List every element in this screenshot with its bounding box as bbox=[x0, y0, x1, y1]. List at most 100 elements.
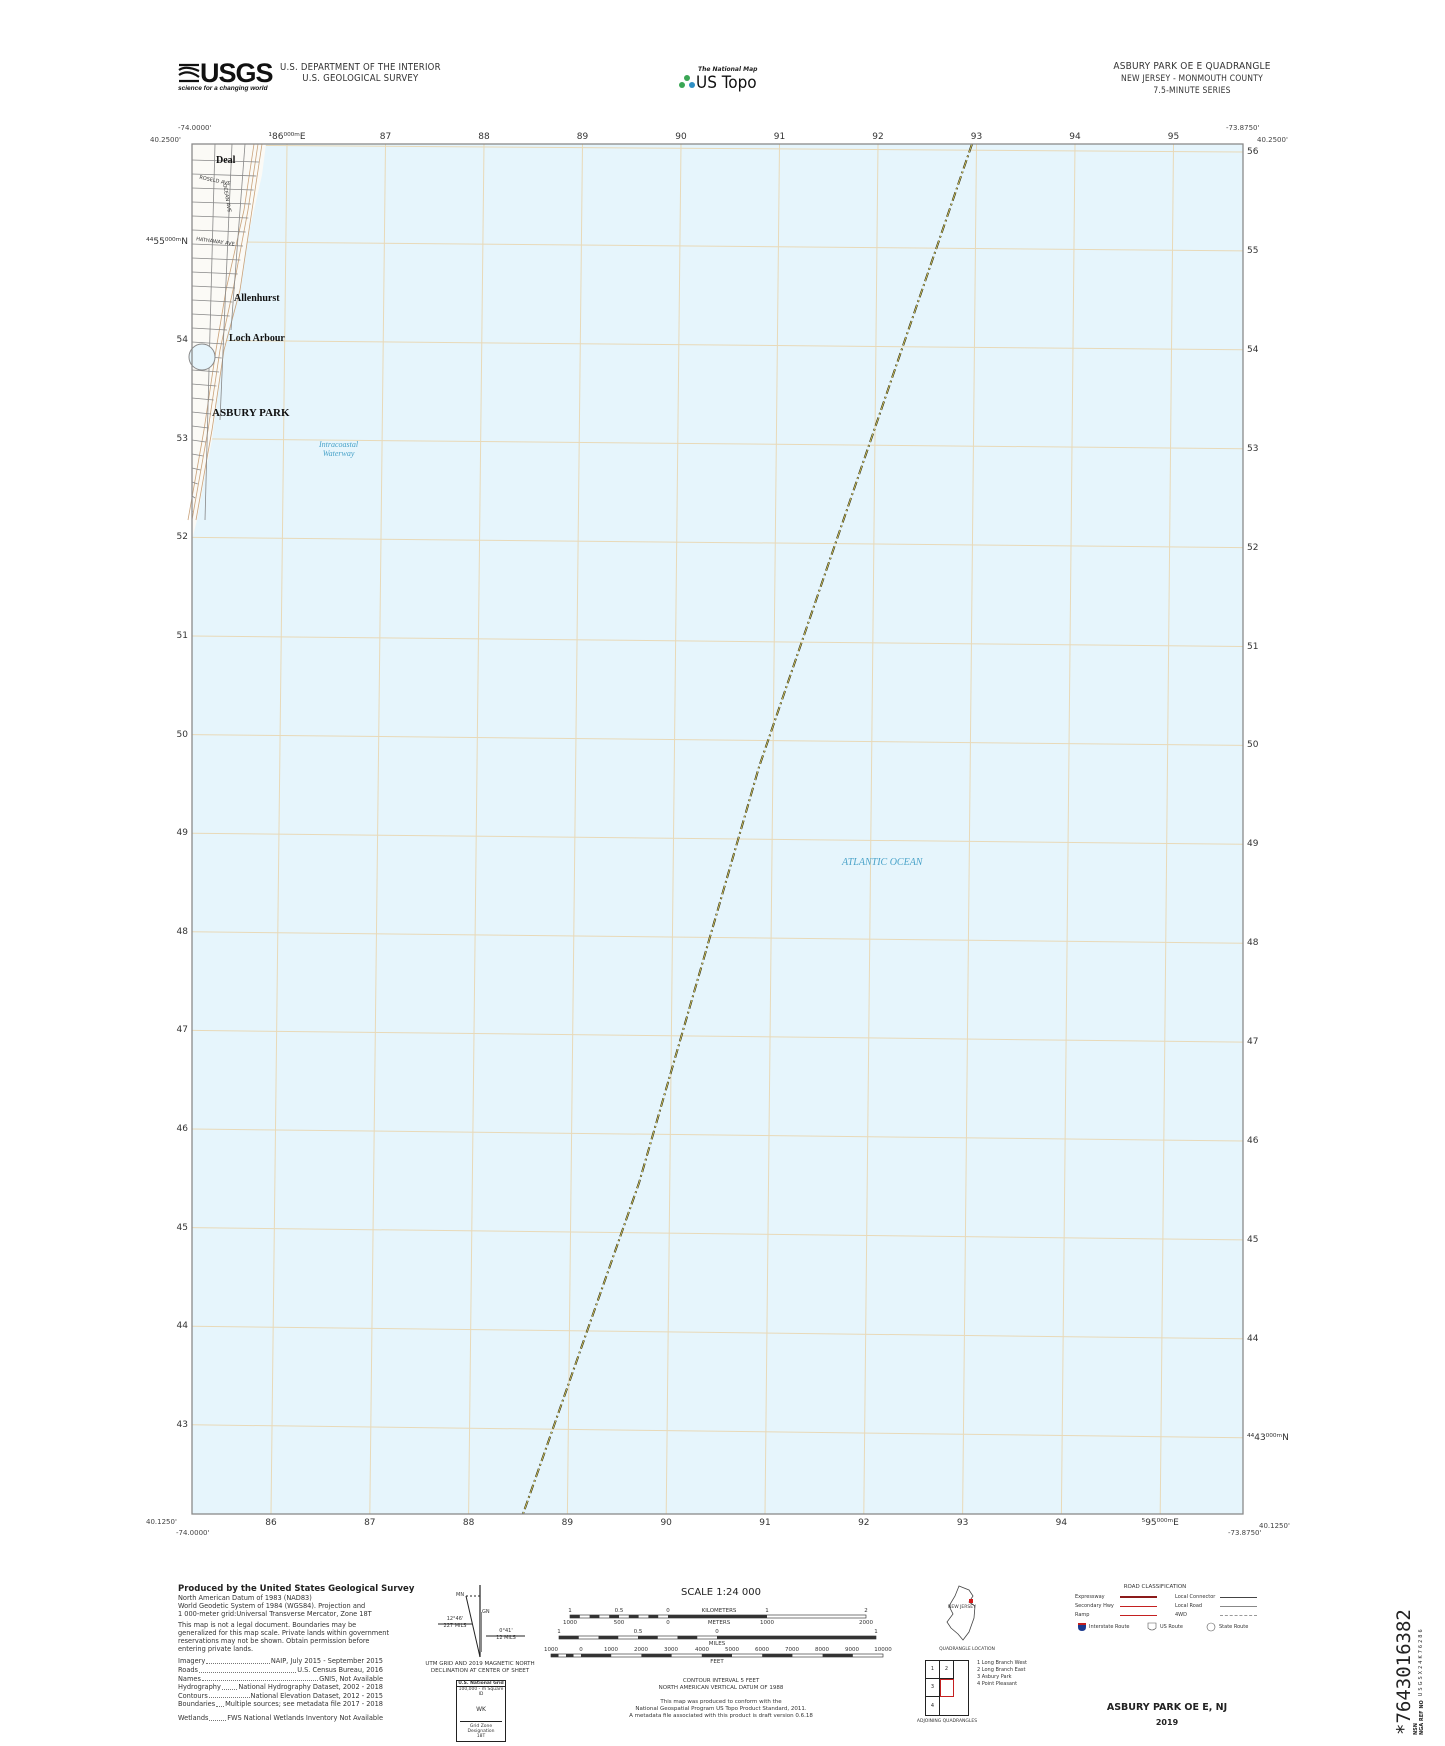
label-intracoastal-waterway[interactable]: Intracoastal Waterway bbox=[319, 440, 359, 458]
street bbox=[191, 299, 233, 303]
state-county: NEW JERSEY - MONMOUTH COUNTY bbox=[1121, 74, 1263, 84]
km-label: 1 bbox=[568, 1608, 572, 1614]
ft-label: 1000 bbox=[604, 1647, 618, 1653]
street bbox=[191, 173, 257, 177]
scale-segment bbox=[598, 1636, 619, 1639]
northing-label-right: 56 bbox=[1247, 147, 1259, 157]
northing-label-right: 55 bbox=[1247, 245, 1259, 256]
scale-segment bbox=[822, 1654, 853, 1657]
km-label: 0 bbox=[666, 1608, 670, 1614]
quad-title: ASBURY PARK OE E QUADRANGLE bbox=[1113, 61, 1271, 72]
northing-label-left: 45 bbox=[176, 1222, 188, 1233]
label-atlantic-ocean[interactable]: ATLANTIC OCEAN bbox=[842, 857, 923, 868]
place-loch-arbour[interactable]: Loch Arbour bbox=[229, 333, 285, 344]
m-label: 500 bbox=[614, 1620, 625, 1626]
grid-northing-line bbox=[191, 734, 1244, 746]
agency-block: U.S. DEPARTMENT OF THE INTERIOR U.S. GEO… bbox=[280, 62, 441, 84]
place-deal[interactable]: Deal bbox=[216, 155, 236, 166]
quadrangle-location: NEW JERSEY QUADRANGLE LOCATION bbox=[939, 1584, 995, 1652]
street bbox=[191, 383, 217, 387]
road-classification: ROAD CLASSIFICATION Expressway Secondary… bbox=[1075, 1584, 1305, 1644]
street bbox=[191, 369, 220, 373]
grid-easting-line bbox=[566, 143, 583, 1515]
corner-tr-lat: 40.2500' bbox=[1257, 136, 1288, 144]
credit-source-row: Contours National Elevation Dataset, 2012… bbox=[178, 1691, 383, 1700]
land-area bbox=[187, 143, 266, 540]
scale-segment bbox=[668, 1615, 767, 1618]
street bbox=[191, 453, 204, 457]
scale-segment bbox=[559, 1636, 579, 1639]
m-label: 1000 bbox=[563, 1620, 577, 1626]
m-label: 0 bbox=[666, 1620, 670, 1626]
credit-source-row: Imagery NAIP, July 2015 - September 2015 bbox=[178, 1657, 383, 1666]
easting-label-top: 87 bbox=[379, 132, 392, 142]
grid-easting-line bbox=[468, 143, 485, 1515]
street bbox=[219, 143, 233, 421]
ft-label: 3000 bbox=[664, 1647, 678, 1653]
grid-easting-line bbox=[1159, 143, 1174, 1515]
scale-segment bbox=[641, 1654, 672, 1657]
corner-bl-lat: 40.1250' bbox=[146, 1518, 177, 1526]
easting-label-top: 94 bbox=[1069, 132, 1081, 142]
ft-label: 4000 bbox=[695, 1647, 709, 1653]
new-jersey-outline-icon bbox=[946, 1585, 976, 1641]
grid-northing-line bbox=[191, 635, 1244, 647]
scale-segment bbox=[701, 1654, 732, 1657]
scale-segment bbox=[677, 1636, 698, 1639]
scale-segment bbox=[717, 1636, 876, 1639]
northing-label-left: 53 bbox=[176, 433, 188, 444]
m-label: 2000 bbox=[859, 1620, 873, 1626]
credit-line: World Geodetic System of 1984 (WGS84). P… bbox=[178, 1602, 366, 1611]
northing-label-right: 50 bbox=[1247, 740, 1259, 751]
street bbox=[191, 159, 259, 163]
street bbox=[191, 481, 198, 485]
agency-line-2: U.S. GEOLOGICAL SURVEY bbox=[302, 73, 419, 84]
usgs-wave-icon bbox=[178, 63, 200, 83]
street bbox=[204, 143, 216, 521]
northing-label-left: 50 bbox=[176, 729, 188, 740]
scale-segment bbox=[581, 1654, 612, 1657]
scale-segment bbox=[648, 1615, 659, 1618]
street bbox=[191, 215, 249, 219]
northing-label-left: 46 bbox=[176, 1124, 188, 1134]
grid-easting-line bbox=[962, 143, 977, 1515]
disclaimer-line: entering private lands. bbox=[178, 1645, 254, 1654]
ft-label: 1000 bbox=[544, 1647, 558, 1653]
street bbox=[191, 397, 214, 401]
disclaimer-line: This map is not a legal document. Bounda… bbox=[178, 1620, 357, 1629]
grid-northing-line bbox=[191, 1325, 1244, 1340]
street bbox=[191, 327, 228, 331]
mi-label: 0 bbox=[715, 1629, 719, 1635]
place-allenhurst[interactable]: Allenhurst bbox=[234, 293, 280, 304]
declination-diagram: MN GN 12°46' 227 MILS 0°41' 12 MILS UTM GR… bbox=[425, 1582, 580, 1742]
grid-easting-line bbox=[665, 143, 682, 1515]
easting-label-top: 91 bbox=[773, 132, 786, 142]
street bbox=[191, 243, 244, 247]
northing-label-right: 51 bbox=[1247, 641, 1259, 652]
km-unit: KILOMETERS bbox=[702, 1608, 737, 1614]
land-polygon bbox=[192, 144, 266, 540]
credit-wetlands: Wetlands FWS National Wetlands Inventory … bbox=[178, 1713, 383, 1722]
scale-segment bbox=[609, 1615, 619, 1618]
northing-label-right: 52 bbox=[1247, 542, 1259, 553]
contour-line bbox=[187, 143, 255, 521]
disclaimer-line: generalized for this map scale. Private … bbox=[178, 1628, 390, 1637]
northing-label-left: 51 bbox=[176, 631, 188, 641]
credit-source-row: Boundaries Multiple sources; see metadata… bbox=[178, 1700, 383, 1709]
northing-label-right: ⁴⁴43⁰⁰⁰ᵐN bbox=[1247, 1432, 1289, 1443]
grid-northing-line bbox=[191, 931, 1244, 944]
scale-segment bbox=[570, 1615, 580, 1618]
km-label: 0.5 bbox=[615, 1608, 624, 1614]
interstate-shield-icon bbox=[1078, 1623, 1086, 1631]
grid-northing-line bbox=[191, 832, 1244, 845]
easting-label-top: ¹86⁰⁰⁰ᵐE bbox=[268, 132, 306, 142]
easting-label-bottom: ⁵95⁰⁰⁰ᵐE bbox=[1141, 1518, 1179, 1528]
easting-label-bottom: 94 bbox=[1055, 1518, 1068, 1528]
easting-label-top: 95 bbox=[1167, 132, 1180, 142]
street bbox=[191, 187, 254, 191]
m-label: 1000 bbox=[760, 1620, 774, 1626]
easting-label-bottom: 93 bbox=[956, 1518, 969, 1528]
place-asbury-park[interactable]: ASBURY PARK bbox=[212, 407, 290, 419]
corner-tl-lon: -74.0000' bbox=[178, 124, 212, 132]
